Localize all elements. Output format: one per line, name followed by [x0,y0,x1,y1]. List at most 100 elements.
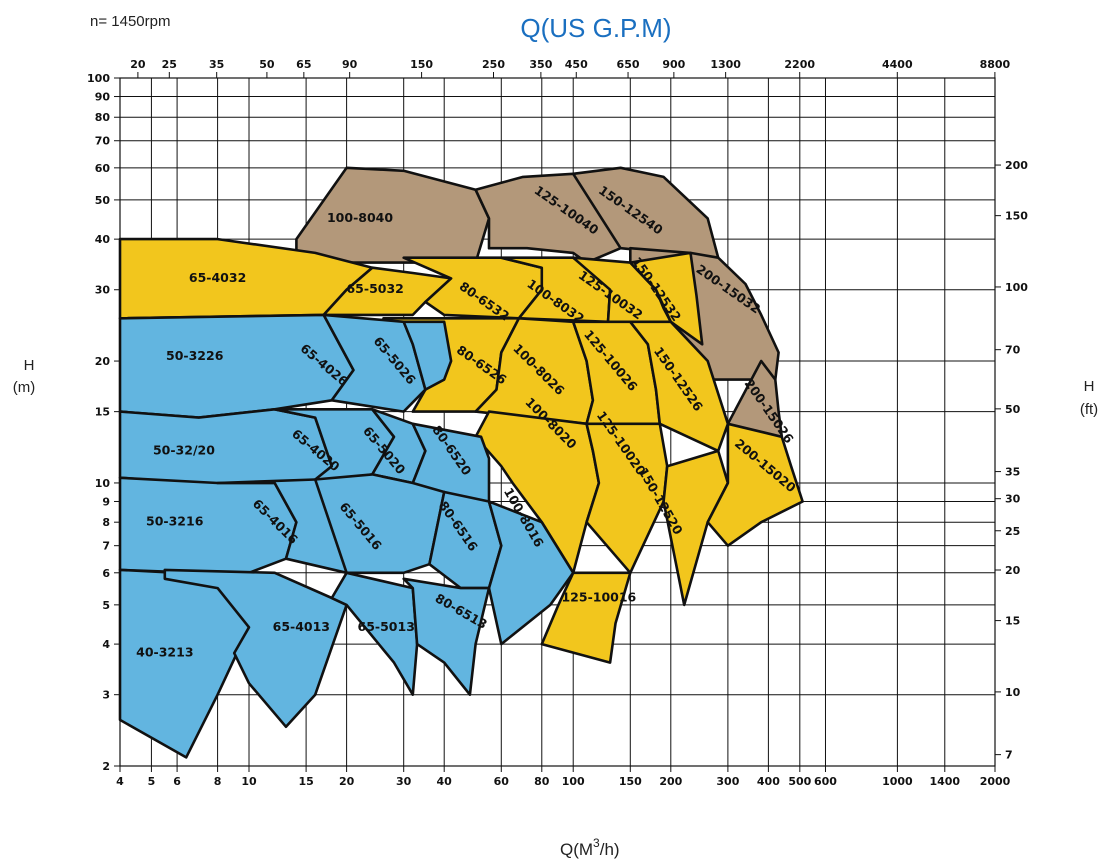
x-tick-label-top: 4400 [882,58,913,71]
y-tick-label-right: 25 [1005,525,1020,538]
x-tick-label-bottom: 4 [116,775,124,788]
y-axis-left-label-line2: (m) [13,379,36,396]
region-label: 65-4013 [273,619,330,634]
x-tick-label-bottom: 600 [814,775,837,788]
y-tick-label-right: 150 [1005,210,1028,223]
y-tick-label-left: 80 [95,111,111,124]
y-tick-label-left: 4 [102,638,110,651]
x-tick-label-top: 350 [529,58,552,71]
region-label: 100-8040 [327,210,393,225]
y-tick-label-left: 50 [95,194,111,207]
region-65-5026 [402,320,453,391]
y-tick-label-right: 30 [1005,493,1021,506]
x-tick-label-top: 900 [662,58,685,71]
x-tick-label-bottom: 15 [298,775,313,788]
region-label: 50-3226 [166,348,224,363]
x-tick-label-bottom: 2000 [980,775,1011,788]
y-tick-label-right: 200 [1005,159,1028,172]
y-tick-label-right: 70 [1005,344,1021,357]
region-label: 50-32/20 [153,442,215,457]
x-tick-label-top: 650 [617,58,640,71]
y-tick-label-left: 9 [102,495,110,508]
x-axis-label-main: Q(M [560,840,593,859]
x-tick-label-bottom: 5 [148,775,156,788]
x-tick-label-top: 1300 [710,58,741,71]
x-tick-label-top: 2200 [784,58,815,71]
region-label: 40-3213 [136,645,193,660]
y-tick-label-left: 7 [102,540,110,553]
y-tick-label-left: 6 [102,567,110,580]
x-tick-label-top: 90 [342,58,358,71]
x-axis-label-tail: /h) [600,840,620,859]
x-tick-label-top: 8800 [980,58,1011,71]
x-tick-label-bottom: 1000 [882,775,913,788]
plot-frame [119,77,996,767]
x-tick-label-top: 50 [259,58,275,71]
x-tick-label-bottom: 500 [788,775,811,788]
x-tick-label-top: 20 [130,58,146,71]
y-tick-label-left: 8 [102,516,110,529]
x-axis-label-superscript: 3 [593,836,600,850]
y-tick-label-left: 40 [95,233,111,246]
ticks-layer: 4 5 6 8 10 15 20 30 40 60 80 100 150 200 300 400 500 600 1… [87,58,1028,788]
x-tick-label-bottom: 1400 [929,775,960,788]
y-tick-label-left: 30 [95,284,111,297]
x-tick-label-bottom: 80 [534,775,550,788]
y-tick-label-right: 100 [1005,281,1028,294]
y-axis-right-label-line1: H [1084,378,1095,395]
x-tick-label-bottom: 20 [339,775,355,788]
y-tick-label-right: 15 [1005,615,1020,628]
x-tick-label-bottom: 60 [494,775,510,788]
y-tick-label-left: 5 [102,599,110,612]
region-150-12532 [628,251,704,346]
y-tick-label-right: 50 [1005,403,1021,416]
region-150-12540 [571,166,720,260]
y-axis-left-label-line1: H [24,357,35,374]
x-tick-label-bottom: 400 [757,775,780,788]
y-tick-label-right: 7 [1005,749,1013,762]
x-tick-label-bottom: 30 [396,775,412,788]
x-tick-label-top: 25 [162,58,177,71]
region-200-15020 [706,422,804,548]
y-tick-label-right: 10 [1005,686,1021,699]
y-tick-label-right: 20 [1005,564,1021,577]
y-tick-label-left: 60 [95,162,111,175]
x-tick-label-top: 35 [209,58,224,71]
x-axis-label: Q(M3/h) [560,836,620,859]
x-tick-label-bottom: 100 [562,775,585,788]
region-65-5032 [322,266,453,317]
x-tick-label-top: 450 [565,58,588,71]
x-tick-label-top: 65 [296,58,311,71]
chart-title: Q(US G.P.M) [520,13,671,43]
x-tick-label-bottom: 150 [619,775,642,788]
region-65-4013 [163,568,348,729]
region-label: 50-3216 [146,514,204,529]
x-tick-label-bottom: 10 [241,775,257,788]
x-tick-label-bottom: 300 [716,775,739,788]
regions-layer [118,166,804,759]
y-tick-label-left: 70 [95,135,111,148]
region-label: 125-10016 [561,589,636,604]
region-label: 65-5013 [358,619,415,634]
x-tick-label-top: 150 [410,58,433,71]
y-axis-right-label-line2: (ft) [1080,401,1098,418]
y-tick-label-left: 3 [102,689,110,702]
region-100-8016 [487,500,575,646]
region-125-10016 [540,571,632,664]
x-tick-label-bottom: 40 [437,775,453,788]
y-tick-label-left: 100 [87,72,110,85]
x-tick-label-bottom: 6 [173,775,181,788]
y-tick-label-left: 20 [95,355,111,368]
y-tick-label-left: 10 [95,477,111,490]
y-tick-label-right: 35 [1005,466,1020,479]
x-tick-label-top: 250 [482,58,505,71]
region-label: 65-5032 [346,281,403,296]
y-tick-label-left: 2 [102,760,110,773]
region-80-6513 [402,577,491,697]
y-tick-label-left: 90 [95,91,111,104]
x-tick-label-bottom: 200 [659,775,682,788]
region-label: 65-4032 [189,270,246,285]
x-tick-label-bottom: 8 [214,775,222,788]
speed-note: n= 1450rpm [90,13,170,30]
